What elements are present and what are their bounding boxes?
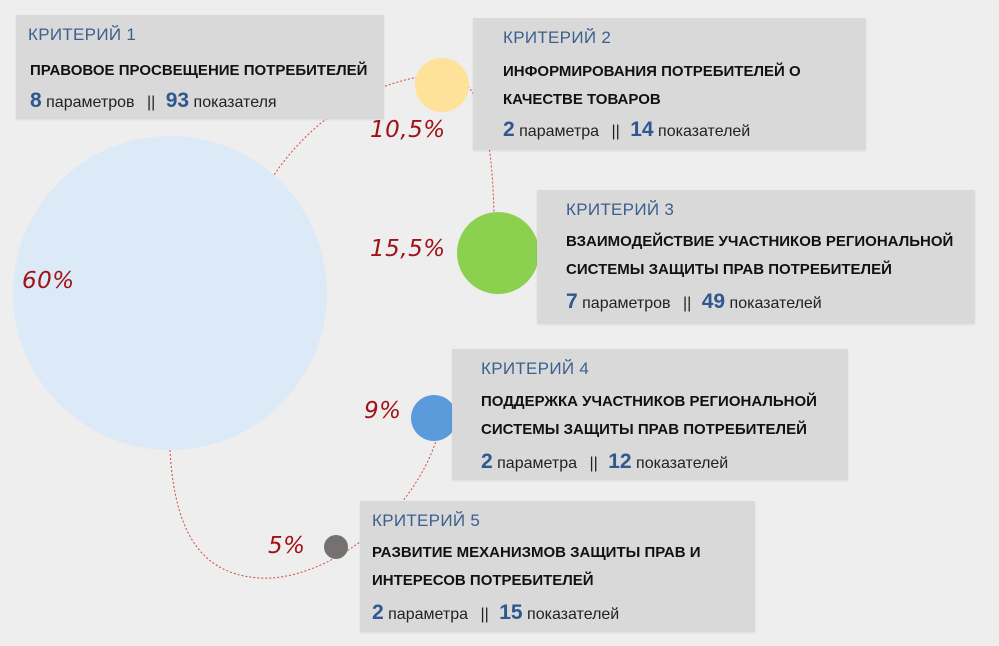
criterion-5-card: КРИТЕРИЙ 5 РАЗВИТИЕ МЕХАНИЗМОВ ЗАЩИТЫ ПР… <box>360 501 755 632</box>
criterion-title: ПРАВОВОЕ ПРОСВЕЩЕНИЕ ПОТРЕБИТЕЛЕЙ <box>30 57 367 85</box>
indicators-count: 49 <box>701 290 726 313</box>
criterion-title-line: ВЗАИМОДЕЙСТВИЕ УЧАСТНИКОВ РЕГИОНАЛЬНОЙ <box>566 233 954 250</box>
indicators-count: 12 <box>608 450 632 473</box>
criterion-1-share-label: 10,5% <box>370 117 446 143</box>
criterion-title-line: СИСТЕМЫ ЗАЩИТЫ ПРАВ ПОТРЕБИТЕЛЕЙ <box>566 261 892 278</box>
criterion-title: ВЗАИМОДЕЙСТВИЕ УЧАСТНИКОВ РЕГИОНАЛЬНОЙ С… <box>566 228 953 284</box>
params-word: параметров <box>582 295 671 312</box>
criterion-4-share-label: 5% <box>268 533 306 559</box>
criterion-stats: 2 параметра || 14 показателей <box>503 118 750 142</box>
criterion-stats: 2 параметра || 15 показателей <box>372 601 619 625</box>
stats-separator: || <box>682 295 692 312</box>
indicators-word: показателя <box>193 94 277 111</box>
criterion-label: КРИТЕРИЙ 3 <box>566 200 675 219</box>
params-word: параметра <box>519 123 599 140</box>
params-count: 7 <box>566 290 578 313</box>
indicators-word: показателей <box>658 123 751 140</box>
params-count: 2 <box>372 601 384 624</box>
criterion-title-line: КАЧЕСТВЕ ТОВАРОВ <box>503 91 661 108</box>
criterion-2-share-label: 15,5% <box>370 236 446 262</box>
params-count: 2 <box>503 118 515 141</box>
main-share-circle <box>13 136 327 450</box>
main-share-label: 60% <box>22 268 75 294</box>
criterion-title-line: ИНФОРМИРОВАНИЯ ПОТРЕБИТЕЛЕЙ О <box>503 63 801 80</box>
stats-separator: || <box>589 455 598 472</box>
params-word: параметра <box>497 455 577 472</box>
criterion-4-circle <box>324 535 348 559</box>
criterion-label: КРИТЕРИЙ 2 <box>503 28 612 47</box>
indicators-count: 14 <box>630 118 654 141</box>
criterion-title-line: РАЗВИТИЕ МЕХАНИЗМОВ ЗАЩИТЫ ПРАВ И <box>372 544 701 561</box>
criterion-title-line: СИСТЕМЫ ЗАЩИТЫ ПРАВ ПОТРЕБИТЕЛЕЙ <box>481 421 807 438</box>
params-count: 8 <box>30 89 42 112</box>
criterion-title: ПОДДЕРЖКА УЧАСТНИКОВ РЕГИОНАЛЬНОЙ СИСТЕМ… <box>481 388 817 444</box>
criterion-2-card: КРИТЕРИЙ 2 ИНФОРМИРОВАНИЯ ПОТРЕБИТЕЛЕЙ О… <box>473 18 866 150</box>
criterion-label: КРИТЕРИЙ 4 <box>481 359 590 378</box>
criterion-stats: 2 параметра || 12 показателей <box>481 450 728 474</box>
criterion-label: КРИТЕРИЙ 1 <box>28 25 137 44</box>
criterion-3-circle <box>411 395 457 441</box>
criterion-2-circle <box>457 212 539 294</box>
indicators-word: показателей <box>636 455 729 472</box>
stats-separator: || <box>611 123 620 140</box>
criterion-title: ИНФОРМИРОВАНИЯ ПОТРЕБИТЕЛЕЙ О КАЧЕСТВЕ Т… <box>503 58 801 114</box>
criterion-stats: 8 параметров || 93 показателя <box>30 89 277 113</box>
indicators-count: 93 <box>165 89 190 112</box>
params-word: параметра <box>388 606 468 623</box>
indicators-word: показателей <box>527 606 620 623</box>
criterion-title-line: ИНТЕРЕСОВ ПОТРЕБИТЕЛЕЙ <box>372 572 594 589</box>
criterion-3-share-label: 9% <box>364 398 402 424</box>
stats-separator: || <box>146 94 156 111</box>
criterion-4-card: КРИТЕРИЙ 4 ПОДДЕРЖКА УЧАСТНИКОВ РЕГИОНАЛ… <box>452 349 848 480</box>
indicators-count: 15 <box>499 601 523 624</box>
stats-separator: || <box>480 606 489 623</box>
criterion-1-circle <box>415 58 469 112</box>
criterion-title-line: ПОДДЕРЖКА УЧАСТНИКОВ РЕГИОНАЛЬНОЙ <box>481 393 817 410</box>
criterion-label: КРИТЕРИЙ 5 <box>372 511 481 530</box>
params-count: 2 <box>481 450 493 473</box>
criterion-3-card: КРИТЕРИЙ 3 ВЗАИМОДЕЙСТВИЕ УЧАСТНИКОВ РЕГ… <box>537 190 975 324</box>
criterion-title-line: ПРАВОВОЕ ПРОСВЕЩЕНИЕ ПОТРЕБИТЕЛЕЙ <box>30 62 368 79</box>
criterion-title: РАЗВИТИЕ МЕХАНИЗМОВ ЗАЩИТЫ ПРАВ И ИНТЕРЕ… <box>372 539 701 595</box>
connector-curve-bottom <box>169 419 443 579</box>
params-word: параметров <box>46 94 135 111</box>
indicators-word: показателей <box>729 295 822 312</box>
criterion-stats: 7 параметров || 49 показателей <box>566 290 822 314</box>
criterion-1-card: КРИТЕРИЙ 1 ПРАВОВОЕ ПРОСВЕЩЕНИЕ ПОТРЕБИТ… <box>16 15 384 119</box>
